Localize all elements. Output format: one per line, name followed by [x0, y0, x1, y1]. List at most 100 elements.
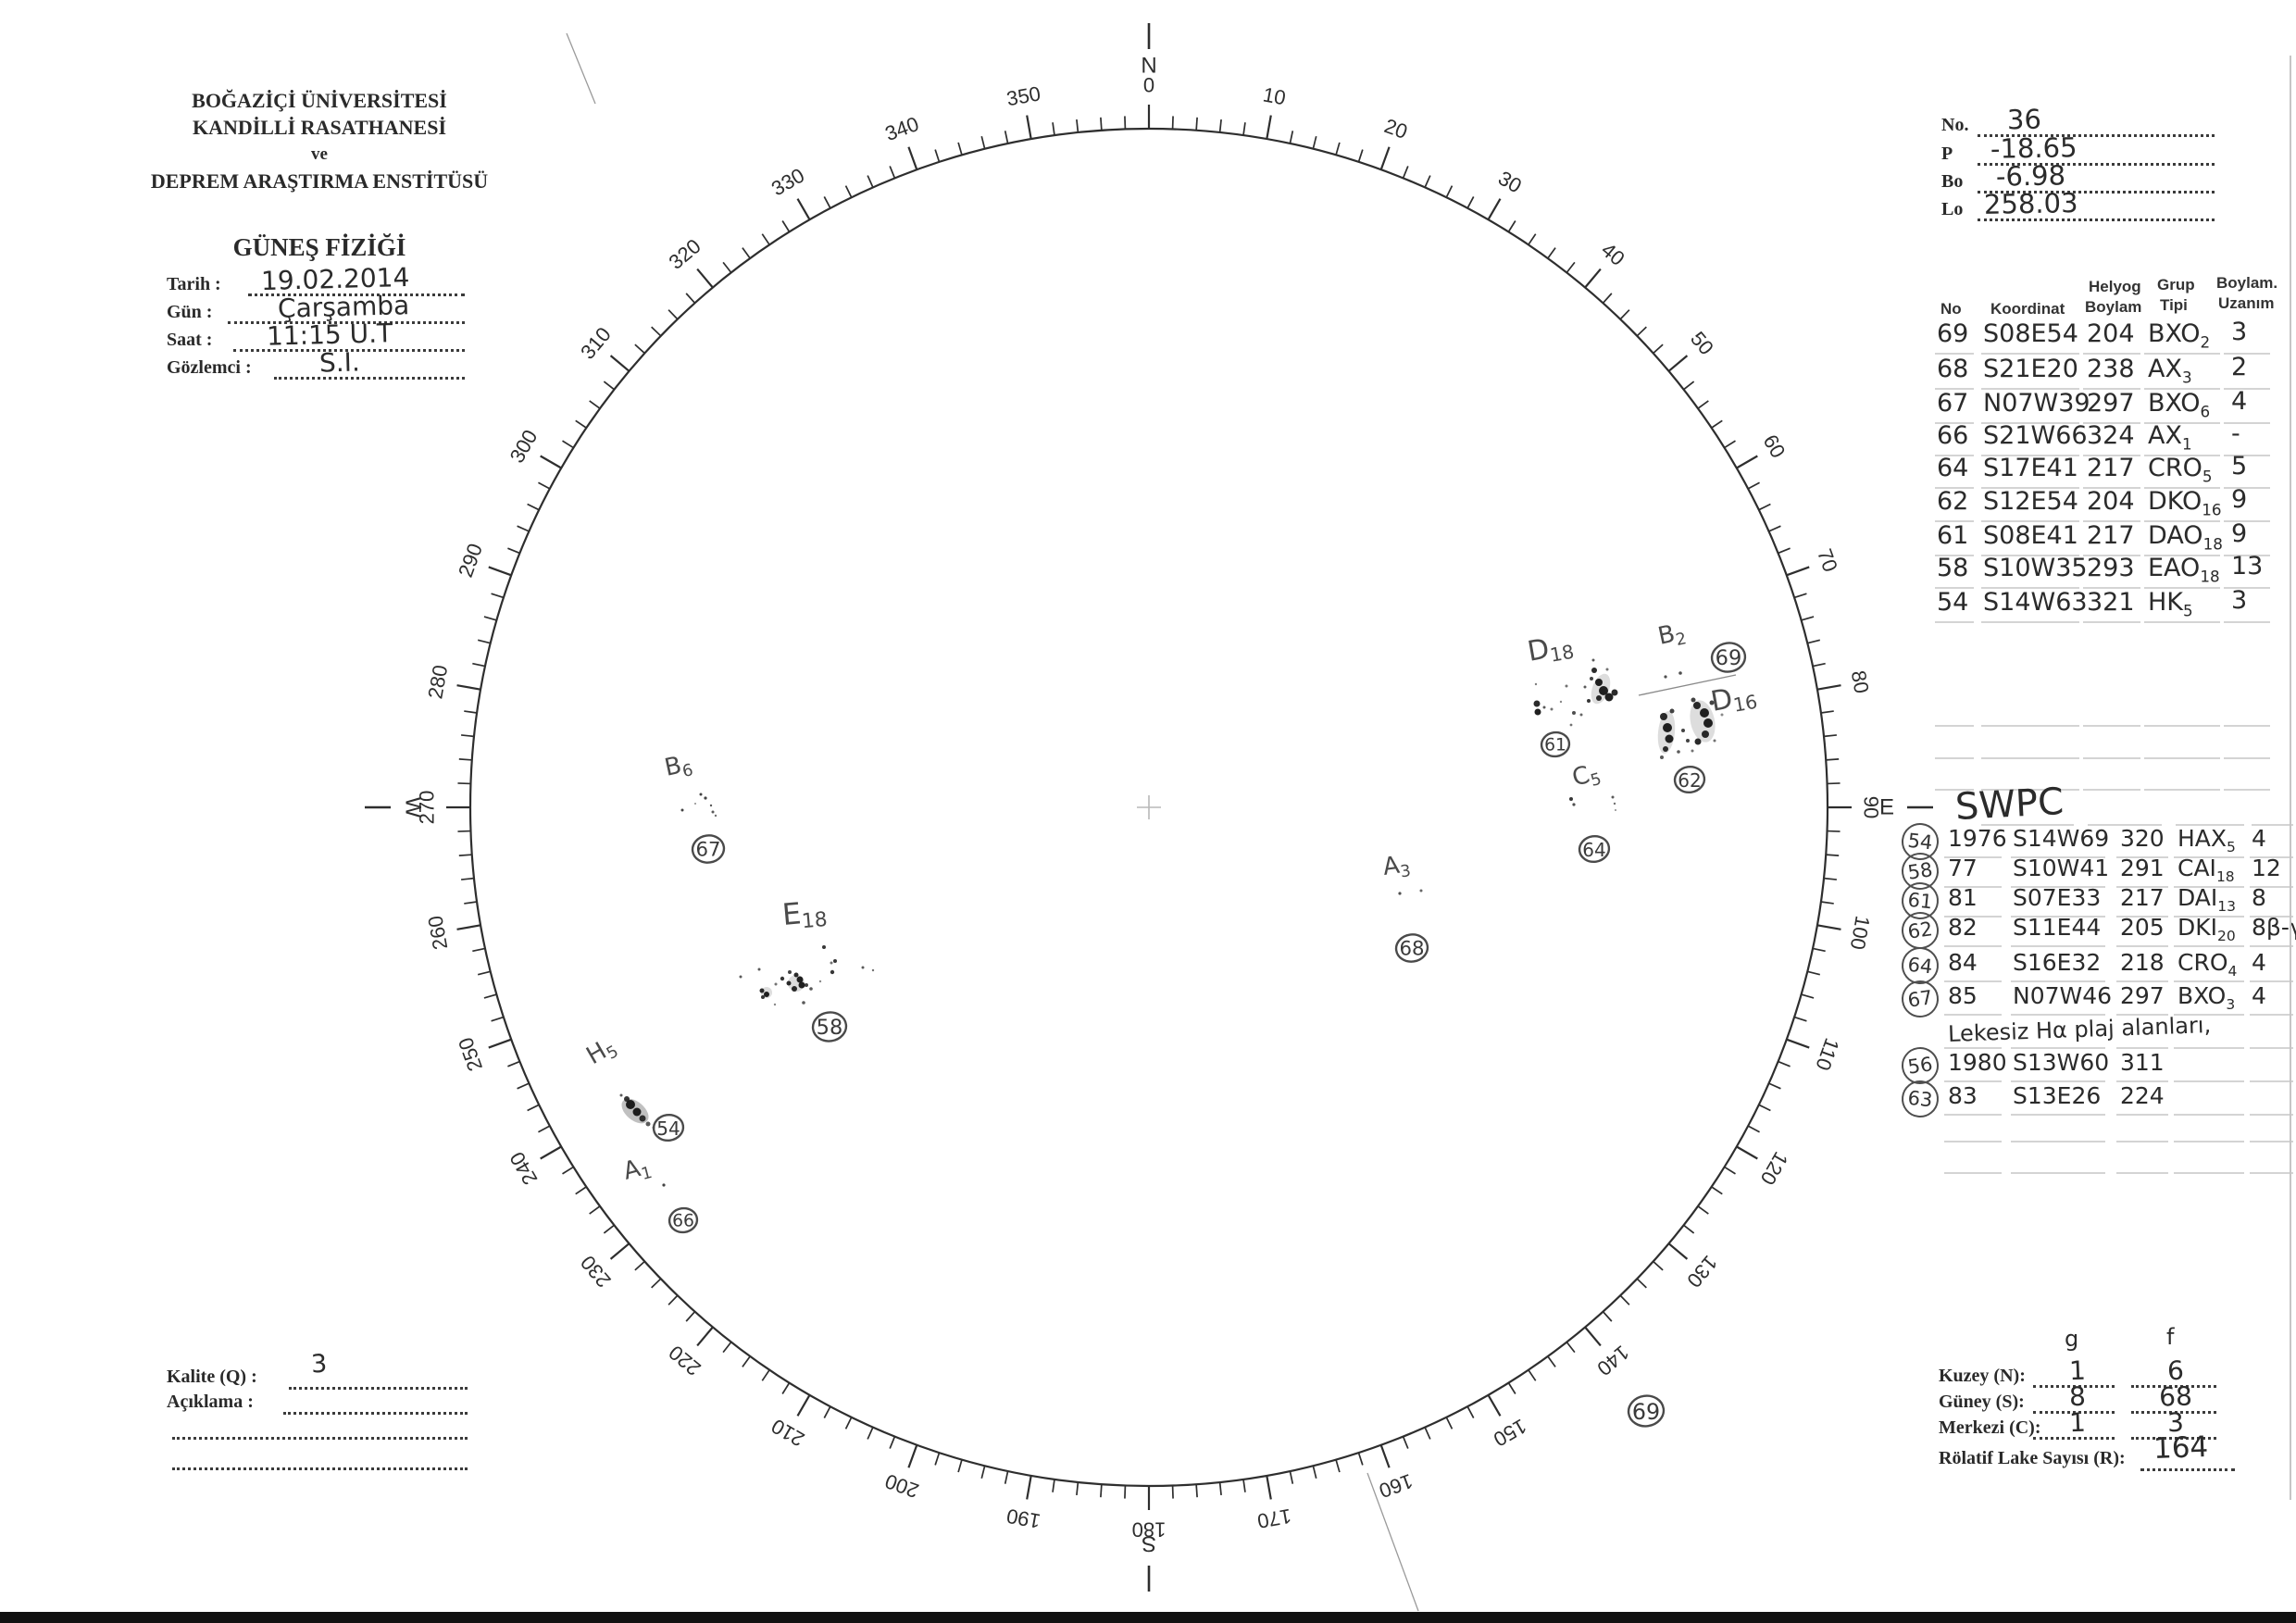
degree-tick [1711, 419, 1723, 429]
sunspot-dot [709, 804, 713, 807]
sunspot-dot [1678, 671, 1682, 675]
group-type-subscript: 13 [2217, 898, 2237, 915]
sunspot-dot [1669, 708, 1675, 714]
degree-tick [1778, 1060, 1791, 1067]
sunspot-dot [786, 980, 792, 986]
table-rule [2088, 824, 2162, 826]
degree-label: 40 [1597, 238, 1629, 270]
degree-tick [651, 1278, 662, 1289]
sunspot-dot [1595, 679, 1603, 686]
table-rule [2116, 1141, 2168, 1142]
degree-tick [540, 455, 562, 469]
counts-g-line [2033, 1437, 2115, 1440]
swpc-cell-tip: DAI13 [2177, 884, 2237, 915]
sunspot-dot [1572, 711, 1576, 715]
table-rule [2224, 587, 2270, 589]
swpc-cell-uzanim: 4 [2252, 825, 2266, 852]
sunspot-dot [1590, 677, 1593, 680]
ephemeris-value: 258.03 [1983, 187, 2078, 220]
degree-tick [889, 1436, 896, 1449]
table-rule [2250, 1080, 2293, 1082]
counts-row-label: Kuzey (N): [1939, 1366, 2026, 1386]
sunspot-dot [1550, 707, 1554, 711]
sunspot-group-62: D16 [1657, 679, 1759, 759]
group-type-label: A3 [1381, 850, 1412, 884]
degree-tick [1724, 440, 1736, 449]
degree-tick [1736, 1145, 1758, 1160]
degree-label: 90 [1860, 796, 1883, 818]
sunspot-dot [1599, 686, 1608, 695]
sunspot-dot [1591, 668, 1597, 673]
degree-tick [1602, 1311, 1613, 1322]
degree-tick [1100, 1484, 1103, 1498]
degree-tick [538, 1125, 551, 1133]
degree-tick [1768, 525, 1781, 532]
degree-tick [464, 901, 478, 905]
sunspot-dot [632, 1107, 642, 1117]
degree-tick [603, 381, 615, 391]
degree-tick [1266, 115, 1272, 140]
table-rule [2174, 1014, 2244, 1016]
sunspot-dot [759, 988, 765, 993]
degree-tick [1052, 1479, 1055, 1492]
table-rule [2011, 916, 2105, 918]
cell-uzanim: 9 [2231, 485, 2248, 514]
degree-tick [1823, 734, 1837, 738]
sunspot-dot [619, 1093, 623, 1097]
sunspot-dot [1694, 738, 1702, 745]
swpc-cell-koordinat: S13W60 [2013, 1049, 2110, 1076]
relative-number-value: 164 [2152, 1429, 2209, 1467]
table-rule [1944, 916, 2002, 918]
table-rule [2116, 1014, 2168, 1016]
relative-number-label: Rölatif Lake Sayısı (R): [1939, 1448, 2126, 1468]
degree-tick [1379, 1444, 1391, 1468]
degree-tick [1528, 1369, 1537, 1381]
table-rule [1981, 824, 2074, 826]
swpc-cell-noaa: 83 [1948, 1082, 1978, 1109]
group-number-61-circle [1540, 730, 1571, 758]
col-header-helyog-1: Helyog [2089, 278, 2141, 295]
degree-tick [464, 710, 478, 714]
cell-uzanim: - [2231, 419, 2240, 448]
table-rule [2011, 856, 2105, 858]
cell-grup-tipi: EAO18 [2148, 554, 2220, 586]
swpc-cell-noaa: 77 [1948, 855, 1978, 881]
sunspot-dot [1604, 693, 1614, 702]
degree-tick [796, 1394, 811, 1417]
cell-helyog: 324 [2087, 421, 2135, 450]
table-rule [2224, 789, 2270, 791]
sunspot-group-61: D18 [1525, 629, 1618, 727]
table-rule [1981, 487, 2079, 489]
degree-tick [742, 1355, 751, 1367]
table-rule [2250, 1114, 2293, 1116]
swpc-cell-noaa: 85 [1948, 982, 1978, 1009]
degree-tick [1801, 616, 1815, 621]
degree-label: 260 [423, 914, 452, 952]
ephemeris-line [1978, 134, 2215, 137]
degree-tick [1584, 1326, 1602, 1347]
swpc-cell-uzanim: 12 [2252, 855, 2281, 881]
counts-row-label: Güney (S): [1939, 1392, 2025, 1412]
stray-scan-line [1366, 1472, 1419, 1612]
table-rule [2011, 1047, 2105, 1049]
sunspot-dot [788, 970, 792, 974]
degree-tick [889, 166, 896, 179]
table-rule [2250, 886, 2293, 888]
degree-tick [1653, 1260, 1664, 1271]
degree-tick [1242, 1479, 1246, 1492]
table-rule [2011, 886, 2105, 888]
group-type-label: D18 [1525, 629, 1576, 670]
col-header-grup-2: Tipi [2160, 296, 2188, 314]
group-number-64-circle [1578, 834, 1611, 864]
col-header-uzanim-1: Boylam. [2216, 274, 2278, 292]
cell-helyog: 217 [2087, 454, 2135, 482]
degree-tick [1823, 877, 1837, 880]
group-number-68-circle [1394, 933, 1429, 963]
table-rule [2144, 353, 2220, 355]
degree-tick [472, 947, 486, 953]
sunspot-dot [694, 803, 696, 805]
group-number-58-circle [811, 1011, 848, 1042]
cell-koordinat: S17E41 [1983, 454, 2078, 482]
degree-tick [488, 566, 512, 577]
table-rule [2224, 422, 2270, 424]
